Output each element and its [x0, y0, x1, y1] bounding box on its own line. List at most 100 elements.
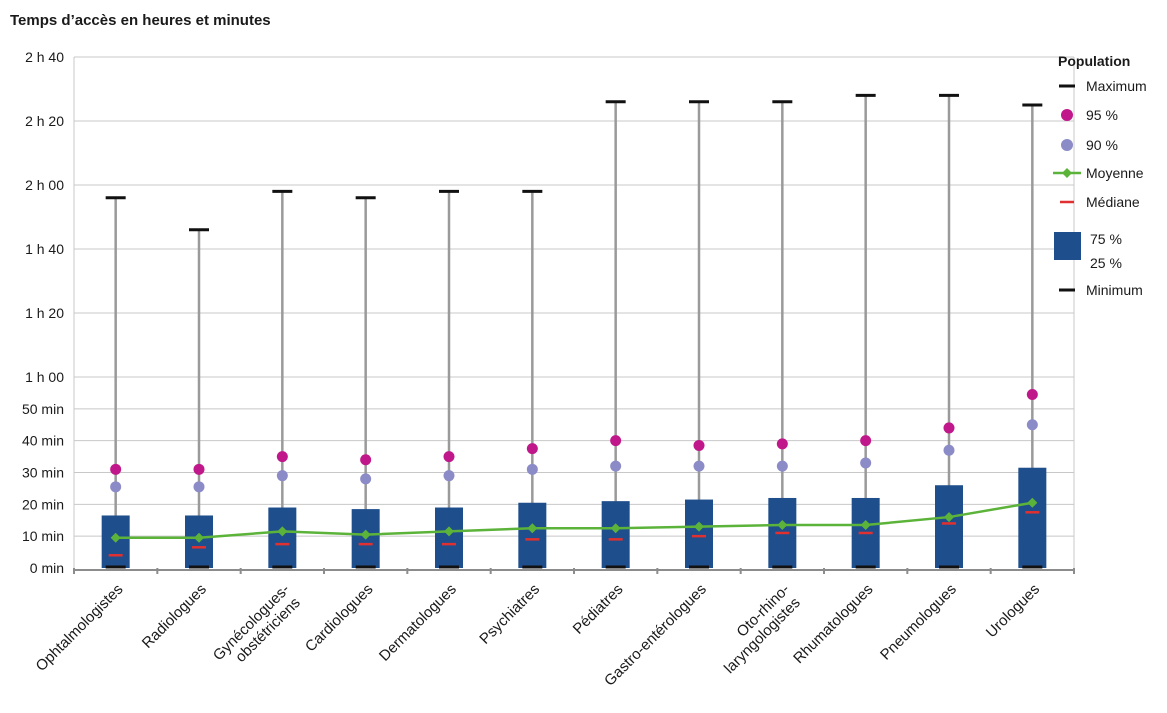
x-category-label-line: Pneumologues [877, 581, 960, 664]
box-iqr [935, 485, 963, 568]
y-tick-label: 0 min [30, 560, 64, 576]
p90-point [360, 473, 372, 485]
x-category-label-line: Rhumatologues [790, 581, 876, 667]
legend-item-box: 75 % 25 % [1054, 231, 1122, 271]
legend-label: Minimum [1086, 282, 1143, 298]
legend-symbol [1062, 168, 1072, 178]
p95-point [110, 463, 122, 475]
p90-point [860, 457, 872, 469]
category-group [518, 189, 547, 569]
p95-point [693, 439, 705, 451]
category-group [435, 189, 463, 569]
x-category-label-line: Psychiatres [476, 581, 543, 648]
legend-symbol [1061, 139, 1073, 151]
mean-point [944, 512, 954, 523]
x-category-label: Ophtalmologistes [33, 581, 127, 675]
x-category-label: Pédiatres [570, 581, 627, 638]
mean-point [610, 523, 621, 534]
category-group [601, 100, 630, 569]
y-tick-label: 30 min [22, 465, 64, 481]
mean-point [777, 520, 788, 531]
category-group [935, 93, 963, 569]
legend-item-median: Médiane [1060, 194, 1140, 210]
p90-point [610, 460, 622, 472]
y-tick-label: 20 min [22, 496, 64, 512]
category-group [351, 196, 380, 569]
p90-point [110, 481, 122, 493]
category-group [851, 93, 880, 569]
mean-point [444, 526, 454, 537]
category-group [101, 196, 130, 569]
legend-item-p95: 95 % [1061, 107, 1118, 123]
box-iqr [1018, 467, 1047, 568]
p90-point [526, 463, 538, 475]
x-category-label: Urologues [983, 581, 1043, 641]
p95-point [193, 463, 205, 475]
y-tick-label: 1 h 40 [25, 241, 64, 257]
x-category-label-line: Cardiologues [302, 581, 377, 656]
mean-point [694, 521, 704, 532]
mean-point [194, 532, 204, 543]
y-tick-label: 1 h 20 [25, 305, 64, 321]
x-category-label-line: Dermatologues [376, 581, 460, 665]
category-group [185, 228, 213, 569]
legend-item-mean: Moyenne [1053, 165, 1144, 181]
p95-point [443, 451, 455, 463]
chart-title: Temps d’accès en heures et minutes [10, 12, 271, 29]
legend-symbol [1054, 232, 1081, 260]
p95-point [610, 435, 622, 447]
legend-title: Population [1058, 53, 1130, 69]
box-iqr [601, 501, 630, 568]
mean-point [860, 520, 871, 531]
p90-point [943, 444, 955, 456]
category-group [268, 189, 297, 569]
mean-point [527, 523, 538, 534]
p95-point [526, 443, 538, 455]
p90-point [693, 460, 705, 472]
y-tick-label: 2 h 40 [25, 49, 64, 65]
mean-point [110, 532, 121, 543]
legend-label: 90 % [1086, 137, 1118, 153]
legend-item-min: Minimum [1059, 282, 1143, 298]
x-category-label-line: Radiologues [139, 581, 210, 652]
p90-point [193, 481, 205, 493]
category-group [1018, 103, 1047, 569]
p95-point [943, 422, 955, 434]
legend-label: 25 % [1090, 255, 1122, 271]
legend-symbol [1061, 109, 1073, 121]
y-tick-label: 10 min [22, 528, 64, 544]
p90-point [276, 470, 288, 482]
box-iqr [518, 502, 547, 568]
x-category-label: Dermatologues [376, 581, 460, 665]
x-category-label: Gynécologues-obstétriciens [210, 581, 305, 676]
mean-line [115, 501, 1033, 540]
p95-point [860, 435, 872, 447]
legend-label: 75 % [1090, 231, 1122, 247]
y-tick-label: 1 h 00 [25, 369, 64, 385]
y-tick-label: 2 h 00 [25, 177, 64, 193]
p95-point [1026, 389, 1038, 401]
x-category-label: Rhumatologues [790, 581, 876, 667]
box-iqr [685, 499, 713, 568]
x-category-label: Pneumologues [877, 581, 960, 664]
legend-label: Médiane [1086, 194, 1140, 210]
category-group [685, 100, 713, 569]
y-tick-label: 50 min [22, 401, 64, 417]
p95-point [276, 451, 288, 463]
x-category-label: Radiologues [139, 581, 210, 652]
category-group [768, 100, 797, 569]
x-category-label: Psychiatres [476, 581, 543, 648]
legend-label: 95 % [1086, 107, 1118, 123]
x-category-label-line: Urologues [983, 581, 1043, 641]
mean-point [1027, 497, 1038, 508]
x-category-label-line: Ophtalmologistes [33, 581, 127, 675]
x-category-label: Oto-rhino-laryngologistes [709, 581, 805, 677]
legend-item-p90: 90 % [1061, 137, 1118, 153]
mean-point [360, 529, 371, 540]
y-tick-label: 40 min [22, 433, 64, 449]
legend-label: Moyenne [1086, 165, 1144, 181]
box-iqr [268, 507, 297, 568]
p95-point [360, 454, 372, 466]
legend-item-max: Maximum [1059, 78, 1147, 94]
